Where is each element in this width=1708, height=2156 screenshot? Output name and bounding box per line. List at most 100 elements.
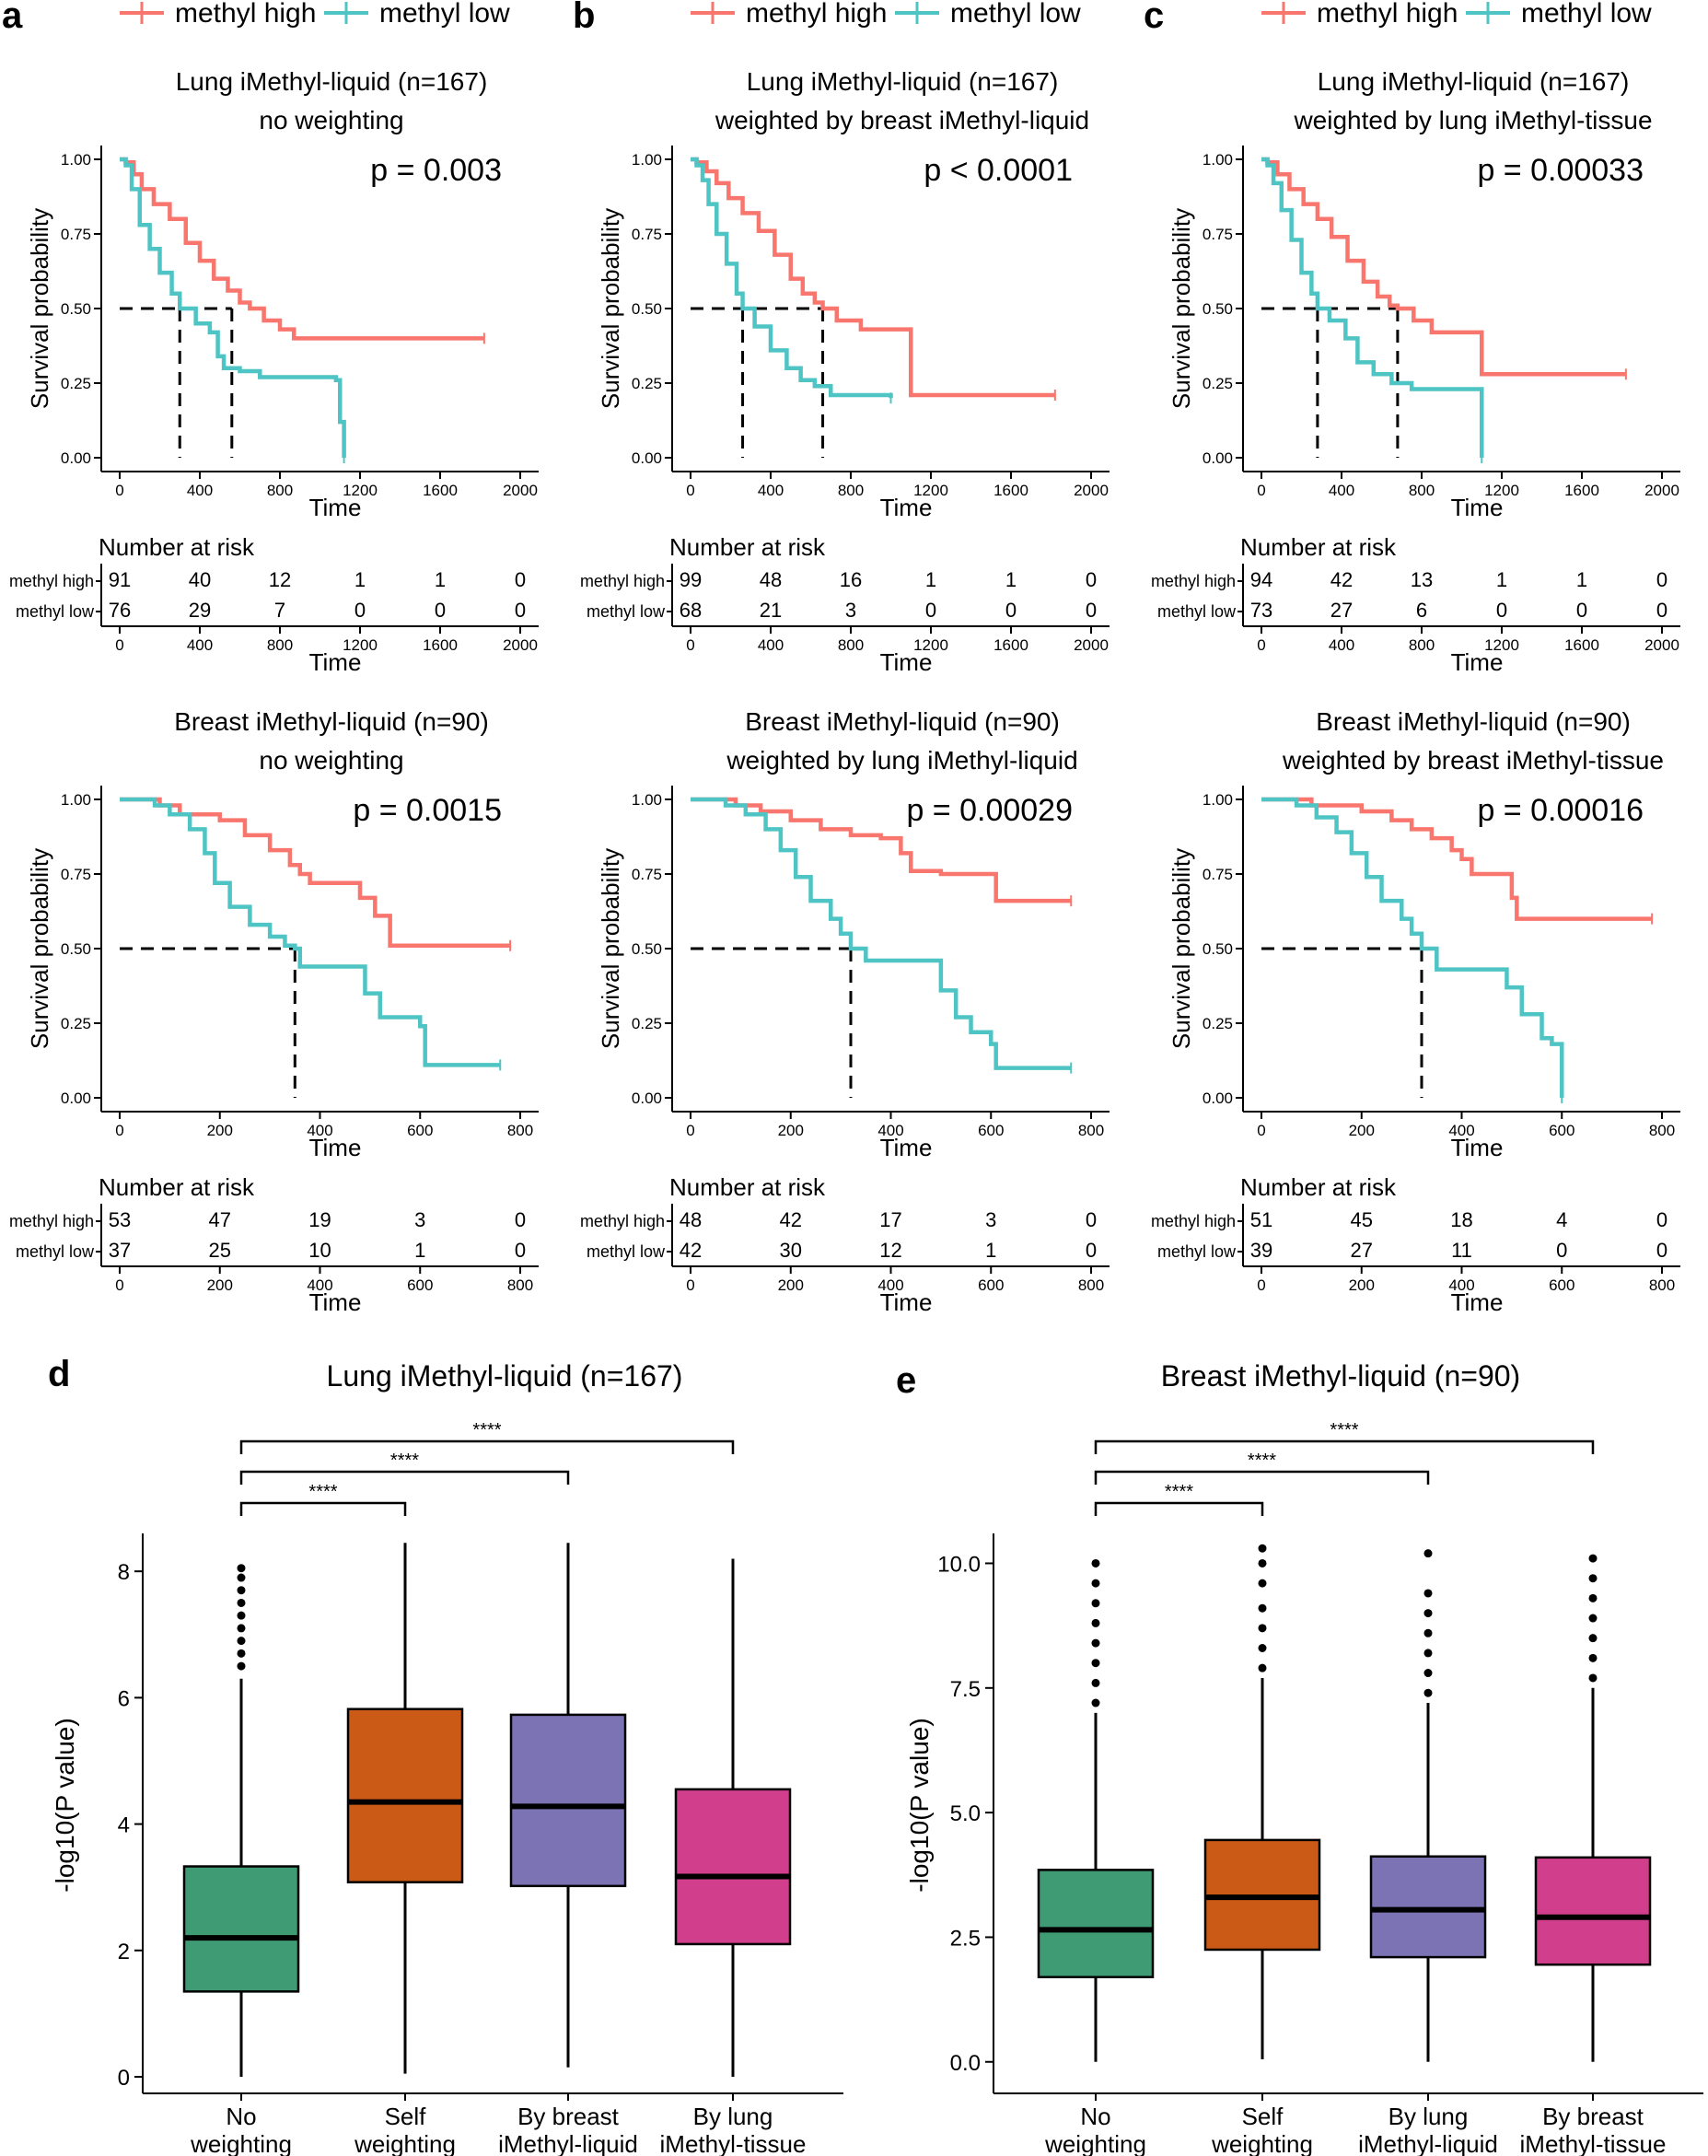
risk-count-low: 0: [515, 1239, 526, 1262]
sig-bracket: ****: [239, 1482, 407, 1516]
km-title: Breast iMethyl-liquid (n=90): [745, 707, 1060, 736]
risk-x-tick-label: 0: [115, 636, 123, 654]
km-curve-high: [120, 157, 484, 341]
y-tick-label: 0.00: [1203, 449, 1233, 467]
risk-x-axis-label: Time: [309, 648, 362, 676]
outlier: [1258, 1624, 1267, 1633]
x-tick-label: 2000: [503, 482, 538, 499]
y-tick-label: 1.00: [1203, 791, 1233, 809]
km-curve-high: [691, 157, 1055, 398]
risk-x-tick-label: 2000: [503, 636, 538, 654]
x-tick-label: By breast: [517, 2103, 620, 2130]
y-tick-label: 0.50: [632, 940, 662, 958]
y-tick-label: 4: [118, 1813, 130, 1838]
x-tick-label: 0: [686, 482, 694, 499]
panel-letter: a: [2, 0, 23, 36]
y-tick-label: 0.25: [632, 375, 662, 392]
y-axis-label: Survival probability: [1168, 848, 1195, 1049]
km-pvalue: p = 0.003: [370, 153, 502, 188]
risk-x-tick-label: 800: [1649, 1276, 1675, 1294]
risk-count-high: 47: [209, 1208, 231, 1231]
risk-count-low: 0: [1556, 1239, 1567, 1262]
outlier: [1423, 1589, 1433, 1598]
y-tick-label: 0.75: [61, 226, 91, 243]
risk-count-low: 0: [1086, 1239, 1097, 1262]
x-tick-label: iMethyl-tissue: [660, 2130, 807, 2156]
km-curve-high: [120, 797, 511, 949]
risk-x-tick-label: 400: [758, 636, 784, 654]
outlier: [1091, 1599, 1100, 1608]
risk-count-low: 39: [1250, 1239, 1272, 1262]
km-curve-high: [1261, 797, 1653, 921]
outlier: [1588, 1574, 1598, 1583]
risk-count-high: 42: [780, 1208, 802, 1231]
risk-table-title: Number at risk: [669, 533, 826, 561]
risk-x-tick-label: 1200: [913, 636, 948, 654]
x-tick-label: 800: [267, 482, 293, 499]
outlier: [1091, 1678, 1100, 1687]
km-curve-high: [1261, 157, 1626, 377]
risk-table: Number at risk methyl high methyl low 53 37 0…: [9, 1173, 539, 1316]
y-axis-label: Survival probability: [597, 208, 624, 409]
risk-count-high: 45: [1351, 1208, 1373, 1231]
risk-x-axis-label: Time: [309, 1288, 362, 1316]
y-tick-label: 7.5: [950, 1677, 981, 1702]
risk-count-high: 94: [1250, 568, 1272, 591]
risk-table-title: Number at risk: [99, 533, 255, 561]
panel-letter: c: [1144, 0, 1164, 36]
sig-bracket: ****: [239, 1451, 570, 1485]
y-tick-label: 1.00: [1203, 151, 1233, 169]
risk-count-low: 73: [1250, 599, 1272, 622]
km-subtitle: no weighting: [259, 746, 403, 775]
x-tick-label: 2000: [1644, 482, 1679, 499]
x-tick-label: 1200: [343, 482, 378, 499]
y-axis-label: Survival probability: [1168, 208, 1195, 409]
km-title: Lung iMethyl-liquid (n=167): [747, 67, 1059, 96]
risk-x-tick-label: 1600: [1564, 636, 1599, 654]
sig-bracket: ****: [1094, 1420, 1595, 1454]
outlier: [237, 1624, 246, 1633]
bracket-line: [1094, 1501, 1264, 1516]
bracket-line: [1094, 1439, 1595, 1454]
risk-table-title: Number at risk: [669, 1173, 826, 1201]
outlier: [1258, 1558, 1267, 1567]
y-tick-label: 0.00: [632, 1090, 662, 1107]
y-tick-label: 0.75: [632, 226, 662, 243]
y-tick-label: 0.00: [632, 449, 662, 467]
x-tick-label: 1600: [993, 482, 1028, 499]
risk-count-high: 1: [925, 568, 936, 591]
outlier: [1588, 1554, 1598, 1563]
risk-x-tick-label: 600: [978, 1276, 1004, 1294]
legend-low-label: methyl low: [379, 0, 510, 29]
risk-count-high: 17: [879, 1208, 901, 1231]
y-tick-label: 1.00: [632, 151, 662, 169]
box-iqr: [182, 1865, 300, 1993]
risk-count-high: 1: [1576, 568, 1587, 591]
risk-count-low: 76: [109, 599, 131, 622]
x-tick-label: 0: [115, 482, 123, 499]
x-tick-label: 1600: [1564, 482, 1599, 499]
risk-count-high: 0: [515, 568, 526, 591]
x-tick-label: 0: [115, 1122, 123, 1139]
outlier: [237, 1598, 246, 1607]
outlier: [1258, 1579, 1267, 1588]
x-tick-label: 800: [1078, 1122, 1104, 1139]
box-iqr: [1369, 1855, 1487, 1959]
risk-count-high: 16: [840, 568, 862, 591]
risk-row-label-high: methyl high: [580, 1212, 665, 1230]
x-tick-label: 600: [407, 1122, 433, 1139]
risk-row-label-low: methyl low: [1157, 1242, 1237, 1261]
y-tick-label: 0.75: [1203, 226, 1233, 243]
risk-x-tick-label: 2000: [1644, 636, 1679, 654]
outlier: [1258, 1643, 1267, 1652]
risk-x-tick-label: 2000: [1074, 636, 1109, 654]
risk-row-label-low: methyl low: [16, 602, 95, 621]
risk-count-high: 1: [1496, 568, 1507, 591]
risk-row-label-low: methyl low: [587, 602, 666, 621]
